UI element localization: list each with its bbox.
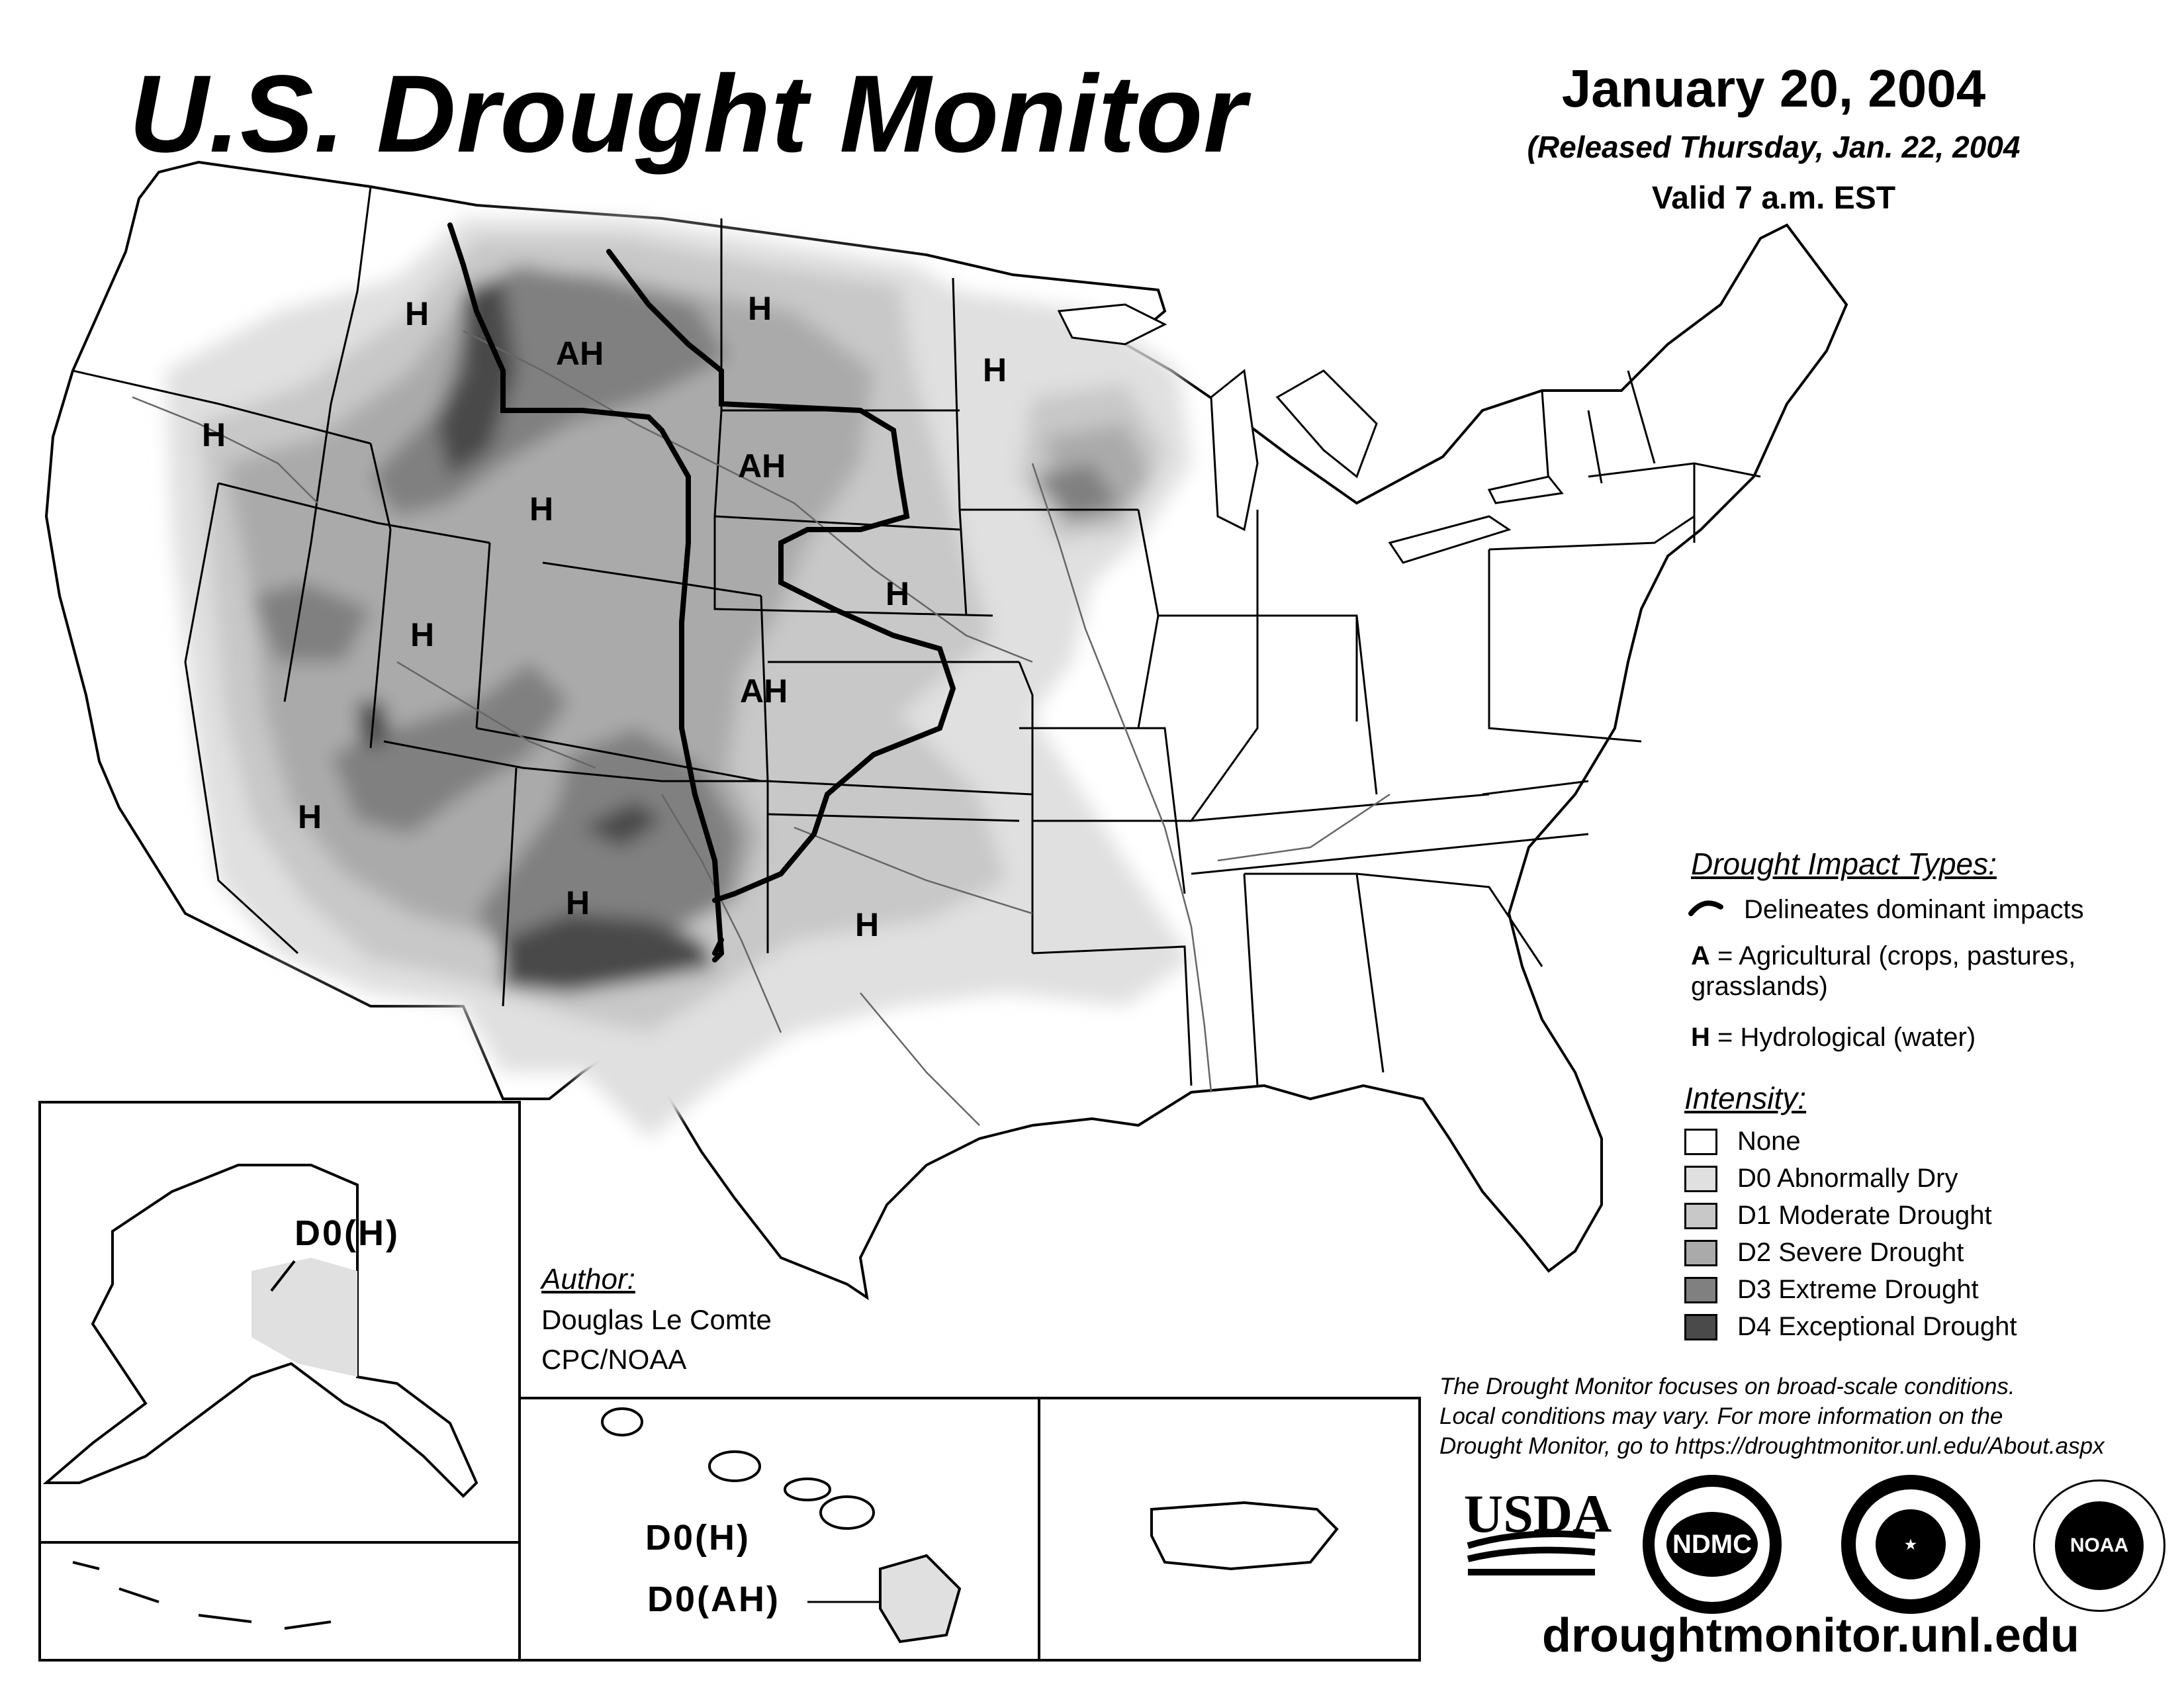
map-label-h-idaho: H xyxy=(405,295,430,332)
swatch-d4 xyxy=(1684,1314,1717,1340)
impact-line-label: Delineates dominant impacts xyxy=(1744,895,2084,924)
footer-note-line-1: The Drought Monitor focuses on broad-sca… xyxy=(1439,1374,2015,1399)
map-label-ah-kansas: AH xyxy=(740,673,788,710)
alaska-islands xyxy=(72,1561,332,1630)
hawaii-inset-frame xyxy=(518,1397,1040,1662)
agricultural-desc-2: grasslands) xyxy=(1691,972,1828,1001)
commerce-seal-icon: ★ xyxy=(1841,1475,1980,1614)
impact-boundaries xyxy=(447,222,956,962)
legend-d2: D2 Severe Drought xyxy=(1737,1238,1964,1267)
map-label-ah-montana: AH xyxy=(556,335,604,372)
footer-note-line-2: Local conditions may vary. For more info… xyxy=(1439,1403,2003,1429)
footer-note-line-3: Drought Monitor, go to https://droughtmo… xyxy=(1439,1433,2105,1459)
author-name: Douglas Le Comte xyxy=(541,1304,772,1335)
state-boundaries xyxy=(72,186,1761,1086)
swatch-d0 xyxy=(1684,1166,1717,1192)
noaa-logo: NOAA xyxy=(2033,1479,2165,1612)
map-label-h-northdakota: H xyxy=(748,290,772,327)
swatch-d3 xyxy=(1684,1277,1717,1303)
legend-d4: D4 Exceptional Drought xyxy=(1737,1312,2017,1341)
hydrological-legend: H = Hydrological (water) xyxy=(1691,1023,1976,1053)
map-date: January 20, 2004 xyxy=(1561,59,1986,118)
agricultural-legend: A = Agricultural (crops, pastures, xyxy=(1691,941,2075,971)
map-label-h-oregon: H xyxy=(202,416,226,453)
hawaii-label-ah: D0(AH) xyxy=(647,1579,780,1619)
noaa-logo-text: NOAA xyxy=(2055,1501,2144,1590)
legend-none: None xyxy=(1737,1127,1801,1156)
agricultural-desc: = Agricultural (crops, pastures, xyxy=(1717,941,2076,970)
impact-heading: Drought Impact Types: xyxy=(1691,847,1997,881)
alaska-label: D0(H) xyxy=(295,1213,400,1253)
release-date: (Released Thursday, Jan. 22, 2004 xyxy=(1527,130,2021,164)
page-title: U.S. Drought Monitor xyxy=(129,53,1247,175)
legend-d1: D1 Moderate Drought xyxy=(1737,1201,1992,1230)
legend-d3: D3 Extreme Drought xyxy=(1737,1275,1979,1304)
ndmc-logo-text: NDMC xyxy=(1666,1512,1758,1577)
rivers xyxy=(132,330,1390,1126)
map-label-h-oklahoma: H xyxy=(855,906,880,943)
map-label-h-newmexico: H xyxy=(566,884,590,921)
swatch-d1 xyxy=(1684,1203,1717,1229)
map-label-h-arizona: H xyxy=(298,798,322,835)
ndmc-logo: NDMC xyxy=(1643,1475,1782,1614)
map-label-h-wyoming: H xyxy=(529,491,554,528)
valid-time: Valid 7 a.m. EST xyxy=(1651,181,1896,216)
footer-note: The Drought Monitor focuses on broad-sca… xyxy=(1439,1372,2105,1461)
great-lakes xyxy=(1057,303,1564,564)
hydrological-desc: = Hydrological (water) xyxy=(1717,1023,1976,1052)
author-org: CPC/NOAA xyxy=(541,1344,687,1375)
agricultural-key: A xyxy=(1691,941,1710,970)
hawaii-label-h: D0(H) xyxy=(645,1518,751,1558)
legend-d0: D0 Abnormally Dry xyxy=(1737,1164,1958,1193)
swatch-none xyxy=(1684,1129,1717,1155)
map-label-h-utah: H xyxy=(410,616,435,653)
drought-shading xyxy=(165,218,1191,1139)
alaska-d0-area xyxy=(251,1258,357,1377)
author-heading: Author: xyxy=(541,1263,635,1295)
puertorico-outline xyxy=(1150,1501,1339,1571)
map-label-h-minnesota: H xyxy=(983,352,1007,389)
map-label-ah-southdakota: AH xyxy=(738,447,786,485)
intensity-heading: Intensity: xyxy=(1684,1081,1807,1115)
map-label-h-nebraska: H xyxy=(886,575,910,612)
impact-line-sample xyxy=(1688,900,1723,916)
website-url[interactable]: droughtmonitor.unl.edu xyxy=(1542,1609,2079,1662)
usda-logo-waves xyxy=(1467,1530,1596,1575)
swatch-d2 xyxy=(1684,1240,1717,1266)
hydrological-key: H xyxy=(1691,1023,1710,1052)
usda-logo: USDA xyxy=(1464,1483,1612,1544)
hawaii-islands xyxy=(601,1407,962,1644)
